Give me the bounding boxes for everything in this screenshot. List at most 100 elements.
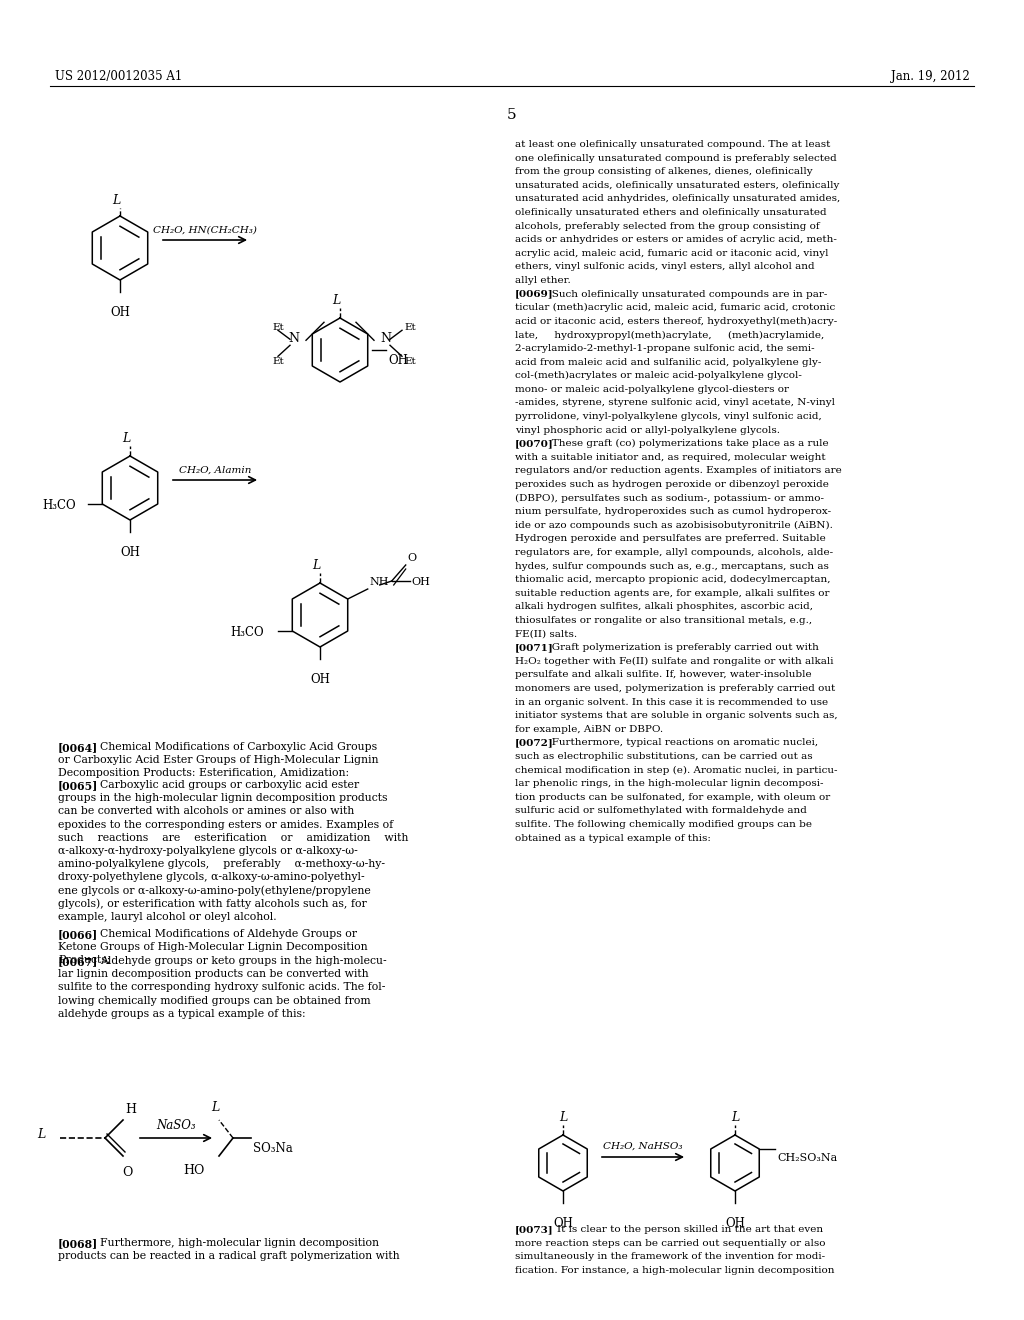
Text: Decomposition Products: Esterification, Amidization:: Decomposition Products: Esterification, … (58, 768, 349, 779)
Text: Chemical Modifications of Carboxylic Acid Groups: Chemical Modifications of Carboxylic Aci… (100, 742, 377, 752)
Text: lar lignin decomposition products can be converted with: lar lignin decomposition products can be… (58, 969, 369, 979)
Text: acid or itaconic acid, esters thereof, hydroxyethyl(meth)acry-: acid or itaconic acid, esters thereof, h… (515, 317, 838, 326)
Text: NH: NH (370, 577, 389, 587)
Text: OH: OH (553, 1217, 573, 1230)
Text: allyl ether.: allyl ether. (515, 276, 570, 285)
Text: [0072]: [0072] (515, 738, 554, 747)
Text: H₂O₂ together with Fe(II) sulfate and rongalite or with alkali: H₂O₂ together with Fe(II) sulfate and ro… (515, 657, 834, 665)
Text: monomers are used, polymerization is preferably carried out: monomers are used, polymerization is pre… (515, 684, 836, 693)
Text: alkali hydrogen sulfites, alkali phosphites, ascorbic acid,: alkali hydrogen sulfites, alkali phosphi… (515, 602, 813, 611)
Text: L: L (731, 1111, 739, 1125)
Text: Products:: Products: (58, 956, 111, 965)
Text: H₃CO: H₃CO (42, 499, 76, 512)
Text: N: N (289, 333, 299, 346)
Text: HO: HO (183, 1164, 205, 1177)
Text: ene glycols or α-alkoxy-ω-amino-poly(ethylene/propylene: ene glycols or α-alkoxy-ω-amino-poly(eth… (58, 886, 371, 896)
Text: Hydrogen peroxide and persulfates are preferred. Suitable: Hydrogen peroxide and persulfates are pr… (515, 535, 825, 544)
Text: OH: OH (412, 577, 430, 587)
Text: or Carboxylic Acid Ester Groups of High-Molecular Lignin: or Carboxylic Acid Ester Groups of High-… (58, 755, 379, 766)
Text: 5: 5 (507, 108, 517, 121)
Text: OH: OH (110, 306, 130, 319)
Text: in an organic solvent. In this case it is recommended to use: in an organic solvent. In this case it i… (515, 697, 828, 706)
Text: O: O (122, 1166, 132, 1179)
Text: Furthermore, typical reactions on aromatic nuclei,: Furthermore, typical reactions on aromat… (542, 738, 818, 747)
Text: acid from maleic acid and sulfanilic acid, polyalkylene gly-: acid from maleic acid and sulfanilic aci… (515, 358, 821, 367)
Text: [0071]: [0071] (515, 643, 554, 652)
Text: initiator systems that are soluble in organic solvents such as,: initiator systems that are soluble in or… (515, 711, 838, 721)
Text: ethers, vinyl sulfonic acids, vinyl esters, allyl alcohol and: ethers, vinyl sulfonic acids, vinyl este… (515, 263, 815, 272)
Text: aldehyde groups as a typical example of this:: aldehyde groups as a typical example of … (58, 1008, 305, 1019)
Text: such    reactions    are    esterification    or    amidization    with: such reactions are esterification or ami… (58, 833, 409, 842)
Text: tion products can be sulfonated, for example, with oleum or: tion products can be sulfonated, for exa… (515, 793, 830, 801)
Text: Jan. 19, 2012: Jan. 19, 2012 (891, 70, 970, 83)
Text: with a suitable initiator and, as required, molecular weight: with a suitable initiator and, as requir… (515, 453, 825, 462)
Text: epoxides to the corresponding esters or amides. Examples of: epoxides to the corresponding esters or … (58, 820, 393, 829)
Text: olefinically unsaturated ethers and olefinically unsaturated: olefinically unsaturated ethers and olef… (515, 209, 826, 216)
Text: L: L (559, 1111, 567, 1125)
Text: These graft (co) polymerizations take place as a rule: These graft (co) polymerizations take pl… (542, 440, 828, 449)
Text: OH: OH (388, 354, 408, 367)
Text: CH₂SO₃Na: CH₂SO₃Na (777, 1152, 838, 1163)
Text: mono- or maleic acid-polyalkylene glycol-diesters or: mono- or maleic acid-polyalkylene glycol… (515, 385, 790, 393)
Text: [0068]: [0068] (58, 1238, 98, 1249)
Text: [0066]: [0066] (58, 929, 98, 940)
Text: thiosulfates or rongalite or also transitional metals, e.g.,: thiosulfates or rongalite or also transi… (515, 616, 812, 624)
Text: L: L (122, 432, 130, 445)
Text: droxy-polyethylene glycols, α-alkoxy-ω-amino-polyethyl-: droxy-polyethylene glycols, α-alkoxy-ω-a… (58, 873, 365, 882)
Text: Et: Et (272, 358, 284, 366)
Text: Et: Et (404, 323, 416, 333)
Text: NaSO₃: NaSO₃ (157, 1119, 196, 1133)
Text: lowing chemically modified groups can be obtained from: lowing chemically modified groups can be… (58, 995, 371, 1006)
Text: groups in the high-molecular lignin decomposition products: groups in the high-molecular lignin deco… (58, 793, 387, 803)
Text: Carboxylic acid groups or carboxylic acid ester: Carboxylic acid groups or carboxylic aci… (100, 780, 359, 789)
Text: 2-acrylamido-2-methyl-1-propane sulfonic acid, the semi-: 2-acrylamido-2-methyl-1-propane sulfonic… (515, 345, 815, 352)
Text: ide or azo compounds such as azobisisobutyronitrile (AiBN).: ide or azo compounds such as azobisisobu… (515, 521, 833, 529)
Text: example, lauryl alcohol or oleyl alcohol.: example, lauryl alcohol or oleyl alcohol… (58, 912, 276, 921)
Text: unsaturated acids, olefinically unsaturated esters, olefinically: unsaturated acids, olefinically unsatura… (515, 181, 840, 190)
Text: chemical modification in step (e). Aromatic nuclei, in particu-: chemical modification in step (e). Aroma… (515, 766, 838, 775)
Text: for example, AiBN or DBPO.: for example, AiBN or DBPO. (515, 725, 664, 734)
Text: hydes, sulfur compounds such as, e.g., mercaptans, such as: hydes, sulfur compounds such as, e.g., m… (515, 561, 828, 570)
Text: FE(II) salts.: FE(II) salts. (515, 630, 578, 639)
Text: late,     hydroxypropyl(meth)acrylate,     (meth)acrylamide,: late, hydroxypropyl(meth)acrylate, (meth… (515, 330, 824, 339)
Text: [0070]: [0070] (515, 440, 554, 449)
Text: Graft polymerization is preferably carried out with: Graft polymerization is preferably carri… (542, 643, 819, 652)
Text: from the group consisting of alkenes, dienes, olefinically: from the group consisting of alkenes, di… (515, 168, 813, 176)
Text: L: L (211, 1101, 219, 1114)
Text: lar phenolic rings, in the high-molecular lignin decomposi-: lar phenolic rings, in the high-molecula… (515, 779, 823, 788)
Text: H: H (125, 1104, 136, 1115)
Text: [0067]: [0067] (58, 956, 98, 968)
Text: L: L (37, 1129, 45, 1142)
Text: ticular (meth)acrylic acid, maleic acid, fumaric acid, crotonic: ticular (meth)acrylic acid, maleic acid,… (515, 304, 836, 313)
Text: CH₂O, HN(CH₂CH₃): CH₂O, HN(CH₂CH₃) (153, 226, 257, 235)
Text: one olefinically unsaturated compound is preferably selected: one olefinically unsaturated compound is… (515, 153, 837, 162)
Text: [0065]: [0065] (58, 780, 98, 791)
Text: O: O (408, 553, 417, 564)
Text: vinyl phosphoric acid or allyl-polyalkylene glycols.: vinyl phosphoric acid or allyl-polyalkyl… (515, 425, 780, 434)
Text: persulfate and alkali sulfite. If, however, water-insoluble: persulfate and alkali sulfite. If, howev… (515, 671, 812, 680)
Text: L: L (312, 558, 321, 572)
Text: [0069]: [0069] (515, 289, 554, 298)
Text: acrylic acid, maleic acid, fumaric acid or itaconic acid, vinyl: acrylic acid, maleic acid, fumaric acid … (515, 248, 828, 257)
Text: pyrrolidone, vinyl-polyalkylene glycols, vinyl sulfonic acid,: pyrrolidone, vinyl-polyalkylene glycols,… (515, 412, 821, 421)
Text: sulfite. The following chemically modified groups can be: sulfite. The following chemically modifi… (515, 820, 812, 829)
Text: simultaneously in the framework of the invention for modi-: simultaneously in the framework of the i… (515, 1253, 825, 1261)
Text: regulators and/or reduction agents. Examples of initiators are: regulators and/or reduction agents. Exam… (515, 466, 842, 475)
Text: regulators are, for example, allyl compounds, alcohols, alde-: regulators are, for example, allyl compo… (515, 548, 834, 557)
Text: L: L (112, 194, 120, 207)
Text: alcohols, preferably selected from the group consisting of: alcohols, preferably selected from the g… (515, 222, 819, 231)
Text: such as electrophilic substitutions, can be carried out as: such as electrophilic substitutions, can… (515, 752, 813, 762)
Text: [0064]: [0064] (58, 742, 98, 752)
Text: It is clear to the person skilled in the art that even: It is clear to the person skilled in the… (557, 1225, 823, 1234)
Text: sulfite to the corresponding hydroxy sulfonic acids. The fol-: sulfite to the corresponding hydroxy sul… (58, 982, 385, 993)
Text: N: N (381, 333, 391, 346)
Text: obtained as a typical example of this:: obtained as a typical example of this: (515, 834, 711, 842)
Text: products can be reacted in a radical graft polymerization with: products can be reacted in a radical gra… (58, 1251, 399, 1261)
Text: -amides, styrene, styrene sulfonic acid, vinyl acetate, N-vinyl: -amides, styrene, styrene sulfonic acid,… (515, 399, 835, 408)
Text: US 2012/0012035 A1: US 2012/0012035 A1 (55, 70, 182, 83)
Text: Et: Et (404, 358, 416, 366)
Text: α-alkoxy-α-hydroxy-polyalkylene glycols or α-alkoxy-ω-: α-alkoxy-α-hydroxy-polyalkylene glycols … (58, 846, 357, 855)
Text: L: L (332, 294, 340, 308)
Text: glycols), or esterification with fatty alcohols such as, for: glycols), or esterification with fatty a… (58, 899, 367, 909)
Text: Chemical Modifications of Aldehyde Groups or: Chemical Modifications of Aldehyde Group… (100, 929, 357, 939)
